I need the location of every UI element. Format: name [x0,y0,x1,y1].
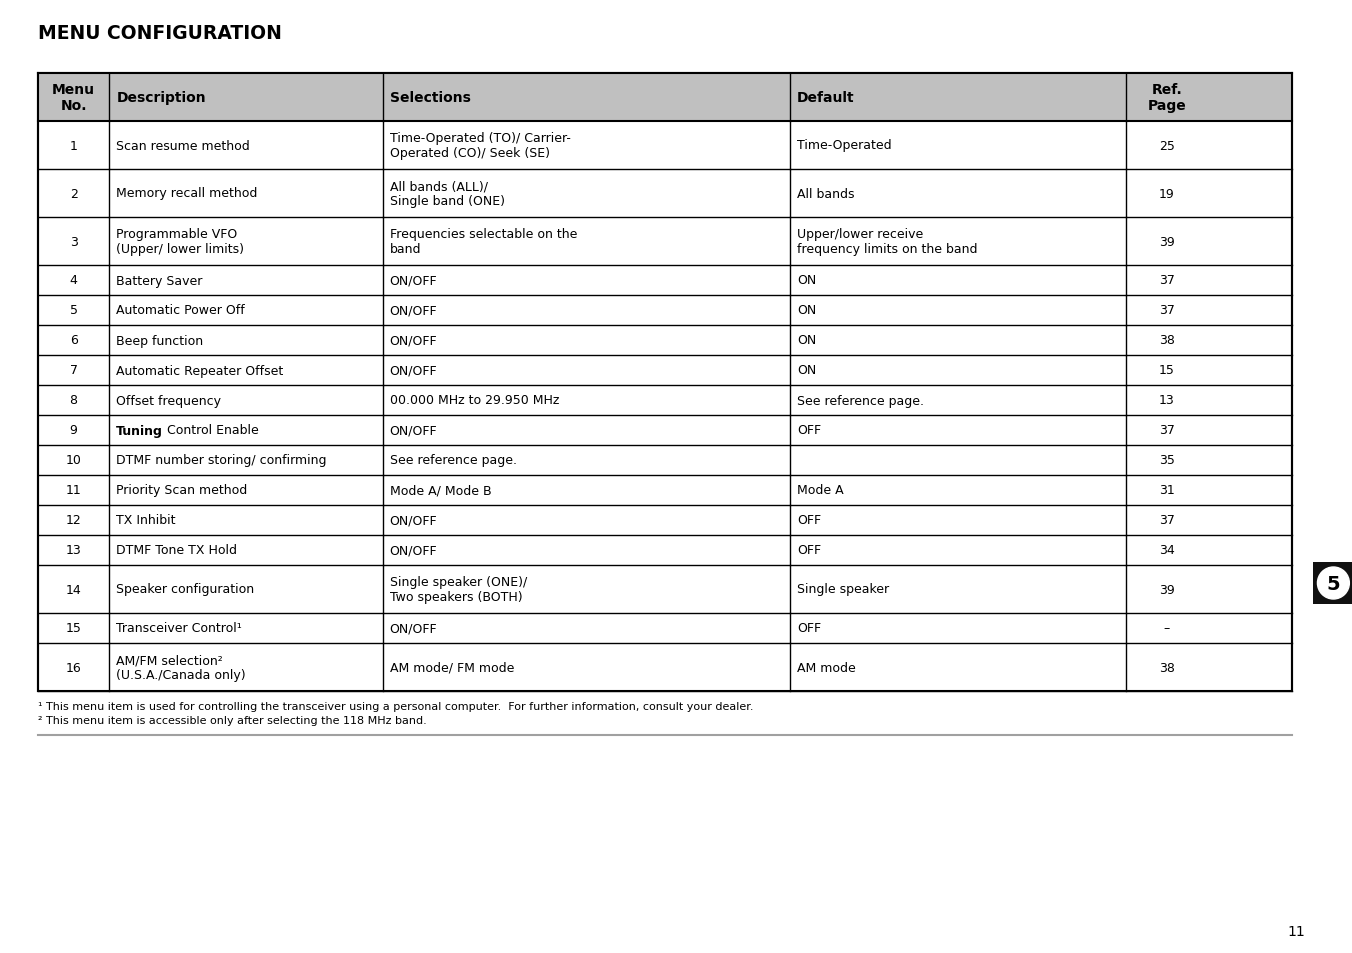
Text: Single speaker: Single speaker [798,583,890,596]
Text: 9: 9 [70,424,77,437]
Text: 13: 13 [66,544,81,557]
Text: 37: 37 [1159,304,1175,317]
Text: 2: 2 [70,188,77,200]
Text: OFF: OFF [798,424,821,437]
Text: 37: 37 [1159,424,1175,437]
Text: AM/FM selection²
(U.S.A./Canada only): AM/FM selection² (U.S.A./Canada only) [116,654,246,681]
Text: Memory recall method: Memory recall method [116,188,258,200]
Text: ON/OFF: ON/OFF [389,364,437,377]
Text: Offset frequency: Offset frequency [116,395,222,407]
Text: 39: 39 [1159,583,1175,596]
Text: DTMF Tone TX Hold: DTMF Tone TX Hold [116,544,238,557]
Text: All bands: All bands [798,188,854,200]
Text: 37: 37 [1159,514,1175,527]
Text: Mode A: Mode A [798,484,844,497]
Text: Description: Description [116,91,206,105]
Text: 5: 5 [69,304,77,317]
Text: 38: 38 [1159,660,1175,674]
Text: 15: 15 [66,622,81,635]
Text: 10: 10 [66,454,81,467]
Text: ON/OFF: ON/OFF [389,274,437,287]
Text: See reference page.: See reference page. [389,454,516,467]
Text: ON/OFF: ON/OFF [389,424,437,437]
Text: Automatic Repeater Offset: Automatic Repeater Offset [116,364,284,377]
Text: 15: 15 [1159,364,1175,377]
Text: 13: 13 [1159,395,1175,407]
Text: ON/OFF: ON/OFF [389,514,437,527]
Text: ON/OFF: ON/OFF [389,335,437,347]
Text: OFF: OFF [798,544,821,557]
Text: DTMF number storing/ confirming: DTMF number storing/ confirming [116,454,327,467]
Text: ON: ON [798,274,817,287]
Text: Time-Operated: Time-Operated [798,139,892,152]
Text: AM mode: AM mode [798,660,856,674]
Text: 12: 12 [66,514,81,527]
Text: 7: 7 [69,364,77,377]
Text: All bands (ALL)/
Single band (ONE): All bands (ALL)/ Single band (ONE) [389,180,504,208]
Text: ² This menu item is accessible only after selecting the 118 MHz band.: ² This menu item is accessible only afte… [38,716,427,725]
Text: Menu
No.: Menu No. [53,83,95,113]
Bar [38,74,1291,122]
Text: 39: 39 [1159,235,1175,248]
Text: 4: 4 [70,274,77,287]
Text: Battery Saver: Battery Saver [116,274,203,287]
Text: 35: 35 [1159,454,1175,467]
Text: 00.000 MHz to 29.950 MHz: 00.000 MHz to 29.950 MHz [389,395,558,407]
Text: ON/OFF: ON/OFF [389,304,437,317]
Text: TX Inhibit: TX Inhibit [116,514,176,527]
Text: Ref.
Page: Ref. Page [1148,83,1186,113]
Text: Default: Default [798,91,854,105]
Text: Selections: Selections [389,91,470,105]
Text: 3: 3 [70,235,77,248]
Text: Upper/lower receive
frequency limits on the band: Upper/lower receive frequency limits on … [798,228,977,255]
Text: Beep function: Beep function [116,335,203,347]
Text: AM mode/ FM mode: AM mode/ FM mode [389,660,514,674]
Text: Single speaker (ONE)/
Two speakers (BOTH): Single speaker (ONE)/ Two speakers (BOTH… [389,576,527,603]
Text: 16: 16 [66,660,81,674]
Text: OFF: OFF [798,514,821,527]
Text: Frequencies selectable on the
band: Frequencies selectable on the band [389,228,577,255]
Text: Transceiver Control¹: Transceiver Control¹ [116,622,242,635]
Text: 38: 38 [1159,335,1175,347]
Text: ON: ON [798,364,817,377]
Text: Priority Scan method: Priority Scan method [116,484,247,497]
Circle shape [1317,567,1349,599]
Text: MENU CONFIGURATION: MENU CONFIGURATION [38,24,281,43]
Text: Programmable VFO
(Upper/ lower limits): Programmable VFO (Upper/ lower limits) [116,228,245,255]
Text: 1: 1 [70,139,77,152]
Text: 11: 11 [66,484,81,497]
Text: Control Enable: Control Enable [164,424,258,437]
Text: 14: 14 [66,583,81,596]
Bar [38,74,1291,691]
Text: ON: ON [798,304,817,317]
Text: 25: 25 [1159,139,1175,152]
Text: 34: 34 [1159,544,1175,557]
Text: –: – [1164,622,1169,635]
Text: 5: 5 [1326,574,1340,593]
Text: 6: 6 [70,335,77,347]
Text: 8: 8 [69,395,77,407]
Text: Tuning: Tuning [116,424,164,437]
Text: ON/OFF: ON/OFF [389,622,437,635]
Text: 11: 11 [1287,924,1306,938]
Text: ON: ON [798,335,817,347]
Text: 19: 19 [1159,188,1175,200]
Text: 37: 37 [1159,274,1175,287]
Text: 31: 31 [1159,484,1175,497]
Bar [1313,562,1352,604]
Text: See reference page.: See reference page. [798,395,923,407]
Text: ¹ This menu item is used for controlling the transceiver using a personal comput: ¹ This menu item is used for controlling… [38,701,753,711]
Text: ON/OFF: ON/OFF [389,544,437,557]
Text: Mode A/ Mode B: Mode A/ Mode B [389,484,491,497]
Text: Speaker configuration: Speaker configuration [116,583,254,596]
Text: Automatic Power Off: Automatic Power Off [116,304,245,317]
Text: Time-Operated (TO)/ Carrier-
Operated (CO)/ Seek (SE): Time-Operated (TO)/ Carrier- Operated (C… [389,132,571,160]
Text: Scan resume method: Scan resume method [116,139,250,152]
Text: OFF: OFF [798,622,821,635]
